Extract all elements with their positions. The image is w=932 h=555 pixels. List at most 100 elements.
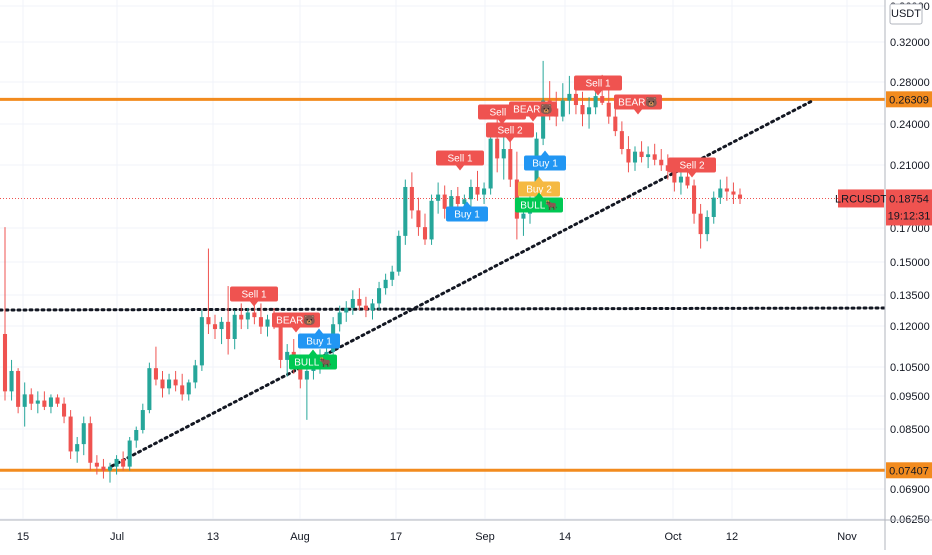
candle-body [22, 394, 27, 407]
candle-body [68, 416, 73, 452]
candle-body [468, 186, 473, 200]
signal-box [614, 94, 662, 110]
candle-body [534, 138, 539, 204]
x-tick-label: 14 [559, 531, 571, 543]
candle-body [35, 400, 40, 404]
candle-body [140, 410, 145, 431]
signal-pointer [634, 109, 642, 115]
candle-body [75, 444, 80, 452]
signal-label: Buy 1 [454, 210, 480, 221]
signal-pointer [688, 172, 696, 178]
signal-pointer [292, 327, 300, 333]
candle-body [632, 151, 638, 163]
candle-body [541, 100, 546, 139]
y-tick-label: 0.06900 [890, 484, 930, 496]
signal-label: Buy 1 [306, 337, 332, 348]
candle-body [55, 397, 60, 404]
candle-body [580, 105, 585, 115]
signal-pointer [541, 150, 549, 156]
signal-label: BULL🐂 [520, 200, 557, 212]
signal-pointer [463, 201, 471, 207]
signal-box [436, 150, 484, 166]
signal-label: Sell 2 [497, 126, 522, 137]
x-tick-label: 12 [726, 531, 738, 543]
candle-body [173, 379, 178, 386]
signal-label: Sell 1 [489, 108, 514, 119]
signal-pointer [315, 328, 323, 334]
candle-body [508, 149, 513, 180]
signal-label: Sell 1 [241, 290, 266, 301]
candle-body [685, 176, 690, 186]
candle-body [206, 317, 211, 325]
x-tick-label: Nov [837, 531, 857, 543]
signal-pointer [594, 90, 602, 96]
candle-body [593, 96, 598, 108]
candle-body [482, 188, 487, 195]
signal-label: BEAR🐻 [513, 103, 553, 116]
candle-body [429, 200, 434, 240]
candle-body [370, 303, 375, 311]
candle-body [127, 440, 132, 467]
candle-body [698, 213, 703, 235]
candle-body [239, 314, 244, 320]
x-tick-label: 15 [17, 531, 29, 543]
candle-body [134, 430, 139, 441]
candle-body [495, 138, 500, 159]
candle-body [147, 368, 152, 411]
candle-body [462, 199, 467, 204]
candle-body [219, 321, 224, 330]
candle-body [160, 379, 165, 389]
y-tick-label: 0.28000 [890, 77, 930, 89]
candle-body [613, 116, 618, 132]
candle-body [107, 466, 113, 471]
candle-body [226, 321, 231, 339]
signal-label: Buy 1 [532, 159, 558, 170]
candle-body [665, 165, 670, 171]
trend-lines [0, 99, 887, 468]
candle-body [180, 385, 185, 395]
price-level-tag [886, 91, 932, 108]
candle-body [718, 188, 723, 198]
signal-box [509, 101, 557, 117]
candle-body [737, 194, 743, 199]
candle-body [724, 188, 729, 192]
candle-body [731, 191, 736, 195]
signal-label: Sell 1 [447, 154, 472, 165]
price-level-tag [886, 462, 932, 479]
symbol-tag [838, 189, 884, 208]
y-tick-label: 0.08500 [890, 424, 930, 436]
candle-body [390, 271, 395, 280]
candle-body [9, 370, 14, 392]
candle-body [258, 317, 263, 327]
candle-body [88, 423, 93, 463]
x-tick-label: Aug [290, 531, 310, 543]
candle-body [350, 298, 355, 308]
candle-body [363, 305, 368, 311]
signal-box [486, 122, 534, 138]
candle-body [212, 324, 218, 330]
candle-body [626, 149, 631, 163]
candle-body [186, 382, 191, 395]
candle-body [678, 176, 683, 183]
x-tick-label: Oct [664, 531, 681, 543]
candle-body [304, 370, 309, 380]
candle-body [245, 312, 250, 320]
candle-body [285, 351, 290, 360]
candle-body [409, 186, 414, 211]
candle-body [587, 107, 592, 115]
candle-body [442, 194, 447, 209]
candle-body [711, 197, 716, 217]
horizontal-levels [0, 97, 885, 472]
y-tick-label: 0.17000 [890, 223, 930, 235]
signal-pointer [456, 165, 464, 171]
candle-body [357, 298, 362, 306]
y-tick-label: 0.10500 [890, 362, 930, 374]
candle-body [42, 400, 47, 407]
signal-label: BEAR🐻 [276, 314, 316, 327]
candle-body [639, 151, 644, 158]
signal-pointer [498, 119, 506, 125]
signal-box [446, 206, 488, 222]
